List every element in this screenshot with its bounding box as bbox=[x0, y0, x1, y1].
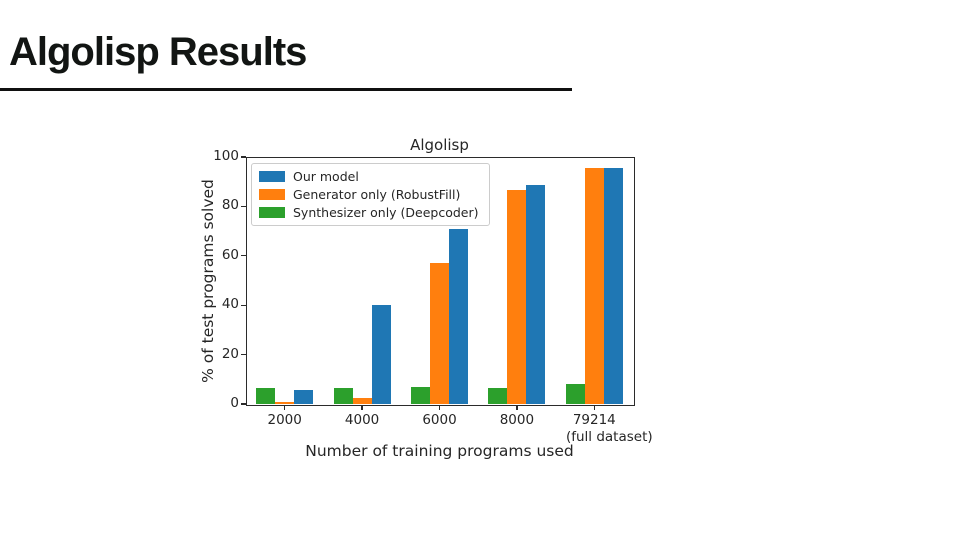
y-tick-label-0: 0 bbox=[230, 395, 239, 411]
x-tick-label-4000: 4000 bbox=[344, 412, 380, 428]
y-tick-label-100: 100 bbox=[213, 148, 239, 164]
x-tick-label-6000: 6000 bbox=[422, 412, 457, 428]
x-tick-label-2000: 2000 bbox=[267, 412, 302, 428]
bar-synthesizer-only-deepcoder-6000 bbox=[411, 386, 430, 404]
x-axis-label: Number of training programs used bbox=[305, 442, 574, 460]
legend-swatch-synthesizer-only-deepcoder bbox=[259, 207, 285, 218]
bar-our-model-2000 bbox=[294, 390, 314, 404]
bar-generator-only-robustfill-2000 bbox=[275, 401, 295, 404]
legend-row-generator-only-robustfill: Generator only (RobustFill) bbox=[259, 187, 479, 202]
bar-our-model-79214 bbox=[603, 168, 623, 404]
x-tick-label-8000: 8000 bbox=[499, 412, 535, 428]
bar-our-model-8000 bbox=[526, 185, 546, 404]
legend-row-our-model: Our model bbox=[259, 169, 479, 184]
x-tick-note-full-dataset: (full dataset) bbox=[565, 429, 653, 445]
title-underline bbox=[0, 88, 572, 91]
bar-our-model-6000 bbox=[449, 228, 468, 404]
bar-our-model-4000 bbox=[371, 305, 391, 404]
y-tick-label-20: 20 bbox=[221, 345, 239, 362]
x-tick-mark-8000 bbox=[516, 405, 518, 411]
legend-label-synthesizer-only-deepcoder: Synthesizer only (Deepcoder) bbox=[293, 205, 479, 220]
chart-legend: Our model Generator only (RobustFill) Synt… bbox=[251, 163, 490, 226]
bar-generator-only-robustfill-79214 bbox=[584, 168, 604, 404]
y-tick-mark-80 bbox=[241, 205, 246, 208]
bar-generator-only-robustfill-6000 bbox=[430, 263, 449, 404]
y-tick-label-80: 80 bbox=[221, 197, 239, 214]
legend-label-our-model: Our model bbox=[293, 169, 359, 184]
x-tick-mark-4000 bbox=[361, 405, 363, 411]
y-tick-mark-60 bbox=[241, 255, 246, 257]
y-tick-mark-0 bbox=[241, 403, 246, 405]
bar-synthesizer-only-deepcoder-2000 bbox=[256, 387, 276, 404]
y-tick-label-60: 60 bbox=[221, 246, 239, 263]
y-tick-mark-40 bbox=[241, 304, 246, 306]
x-tick-mark-2000 bbox=[284, 405, 286, 411]
chart-title: Algolisp bbox=[410, 136, 469, 154]
bar-synthesizer-only-deepcoder-8000 bbox=[488, 387, 508, 404]
bar-generator-only-robustfill-4000 bbox=[352, 397, 372, 404]
legend-swatch-generator-only-robustfill bbox=[259, 189, 285, 200]
x-tick-label-79214: 79214 bbox=[572, 412, 616, 428]
y-tick-mark-100 bbox=[241, 156, 246, 158]
x-tick-mark-6000 bbox=[438, 405, 441, 411]
x-tick-mark-79214 bbox=[593, 405, 595, 411]
bar-synthesizer-only-deepcoder-4000 bbox=[333, 387, 353, 404]
legend-label-generator-only-robustfill: Generator only (RobustFill) bbox=[293, 187, 461, 202]
legend-swatch-our-model bbox=[259, 171, 285, 182]
bar-synthesizer-only-deepcoder-79214 bbox=[565, 384, 585, 404]
legend-row-synthesizer-only-deepcoder: Synthesizer only (Deepcoder) bbox=[259, 205, 479, 220]
slide-title: Algolisp Results bbox=[9, 30, 307, 74]
y-tick-mark-20 bbox=[241, 353, 246, 356]
y-tick-label-40: 40 bbox=[221, 296, 239, 313]
bar-generator-only-robustfill-8000 bbox=[507, 190, 527, 404]
